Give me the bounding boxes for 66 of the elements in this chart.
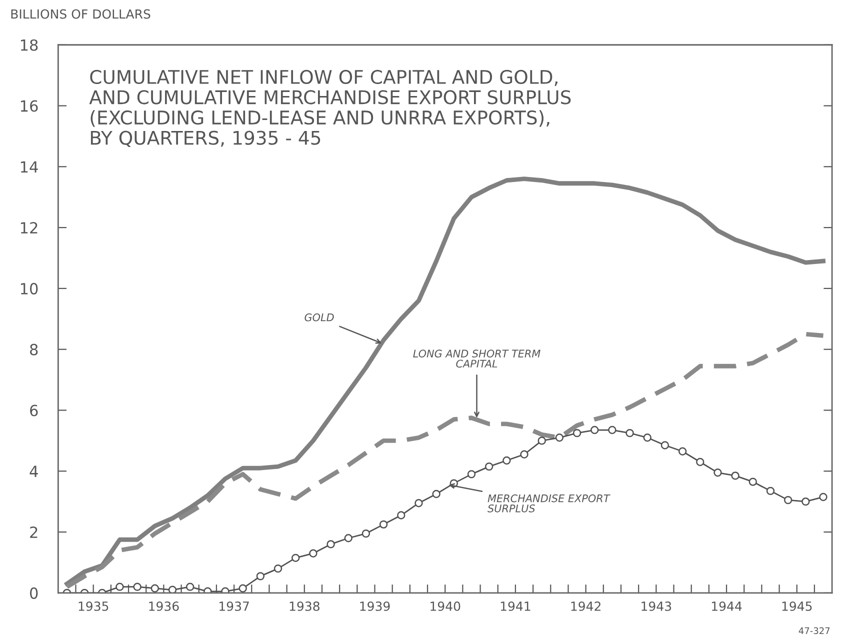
point <box>238 584 247 592</box>
y-tick-label: 4 <box>30 466 38 477</box>
point <box>168 586 177 593</box>
point <box>292 554 300 562</box>
point <box>467 470 476 478</box>
annotation: MERCHANDISE EXPORT SURPLUS <box>488 494 610 512</box>
y-tick-label: 12 <box>20 222 38 234</box>
point <box>731 472 740 480</box>
x-tick-label: 1945 <box>782 601 812 611</box>
x-tick-label: 1938 <box>290 601 320 611</box>
point <box>572 428 582 438</box>
point <box>256 572 265 580</box>
point <box>538 436 546 445</box>
x-tick-label: 1936 <box>149 601 179 611</box>
point <box>802 497 810 506</box>
point <box>520 450 528 458</box>
point <box>748 478 757 486</box>
annotation: GOLD <box>304 313 334 322</box>
point <box>678 447 687 456</box>
line-series <box>64 176 826 586</box>
point <box>397 511 406 520</box>
point <box>643 434 652 442</box>
point <box>660 441 670 450</box>
point <box>379 520 388 529</box>
point <box>344 534 352 542</box>
point <box>766 486 775 496</box>
x-tick-label: 1937 <box>220 601 249 611</box>
x-tick-label: 1935 <box>78 601 108 611</box>
y-tick-label: 8 <box>30 344 38 356</box>
annotation: LONG AND SHORT TERM CAPITAL <box>413 350 540 368</box>
point <box>819 492 828 502</box>
point <box>590 426 599 434</box>
x-tick-label: 1943 <box>642 601 672 611</box>
point <box>414 499 423 508</box>
point <box>326 540 335 548</box>
x-tick-label: 1944 <box>712 601 742 611</box>
y-axis-title: BILLIONS OF DOLLARS <box>11 9 150 19</box>
point <box>274 564 282 573</box>
point <box>432 490 440 498</box>
x-tick-label: 1939 <box>360 601 390 611</box>
point <box>186 582 194 591</box>
point <box>362 529 370 538</box>
y-tick-label: 0 <box>30 587 38 599</box>
point <box>784 496 792 504</box>
y-tick-label: 2 <box>30 526 38 538</box>
y-tick-label: 10 <box>20 282 38 294</box>
text: 47-327 <box>798 627 830 634</box>
point <box>116 582 124 591</box>
point <box>484 462 494 471</box>
point <box>696 458 704 466</box>
y-tick-label: 6 <box>30 404 38 416</box>
point <box>714 468 722 477</box>
point <box>309 549 318 558</box>
point <box>608 426 616 434</box>
y-tick-label: 18 <box>20 39 38 51</box>
x-tick-label: 1940 <box>430 601 460 611</box>
point <box>133 582 142 591</box>
point <box>626 428 634 438</box>
point <box>150 584 159 592</box>
text: CUMULATIVE NET INFLOW OF CAPITAL AND GOLD, AND CUMULATIVE MERCHANDISE EXPORT SURPLUS (EXCLUDING LEND-LEASE AND UNRRA EXPORTS), BY QUARTERS, 1935 - 45 <box>89 70 571 148</box>
y-tick-label: 16 <box>20 100 38 112</box>
y-tick-label: 14 <box>20 161 38 172</box>
x-tick-label: 1942 <box>571 601 600 611</box>
point <box>555 434 564 442</box>
point <box>502 456 511 465</box>
x-tick-label: 1941 <box>500 601 530 611</box>
